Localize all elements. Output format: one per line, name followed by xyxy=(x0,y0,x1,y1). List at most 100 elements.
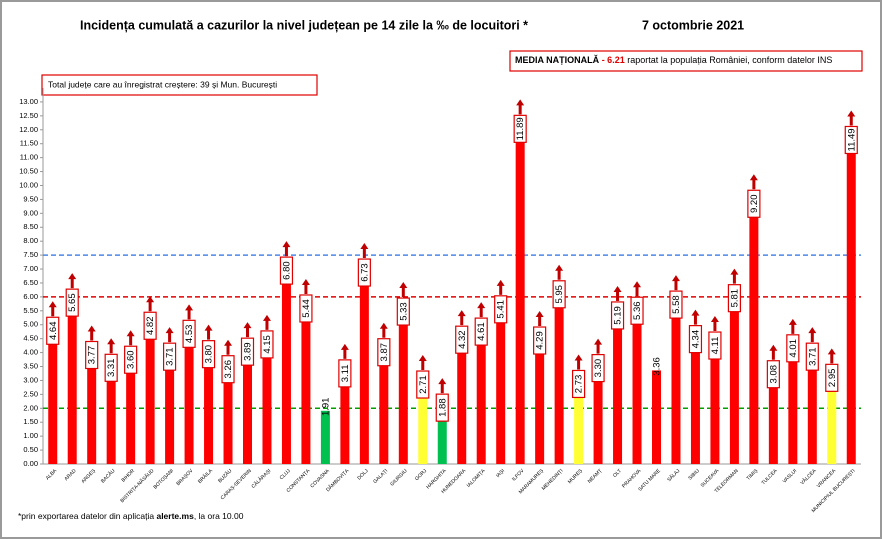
trend-arrow xyxy=(671,275,680,291)
value-label: 5.65 xyxy=(65,288,79,317)
bar xyxy=(613,319,623,464)
trend-arrow xyxy=(107,338,116,354)
value-label-text: 4.01 xyxy=(788,339,799,358)
trend-arrow xyxy=(457,310,466,326)
bar xyxy=(184,337,194,464)
value-label-box xyxy=(46,316,60,345)
value-label-box xyxy=(143,311,157,340)
value-label-text: 3.08 xyxy=(768,365,779,384)
value-label: 4.15 xyxy=(260,330,274,359)
value-label-text: 3.77 xyxy=(87,346,98,365)
value-label-box xyxy=(357,258,371,287)
footnote: *prin exportarea datelor din aplicația a… xyxy=(18,511,244,521)
trend-arrow xyxy=(847,110,856,126)
value-label: 4.53 xyxy=(182,319,196,348)
bar xyxy=(710,349,720,464)
bar xyxy=(243,355,252,464)
trend-arrow xyxy=(555,264,564,280)
bar xyxy=(749,207,759,464)
bar xyxy=(846,143,856,464)
trend-arrow xyxy=(165,327,174,343)
bar xyxy=(652,370,661,464)
trend-arrow xyxy=(710,316,719,332)
value-label: 3.71 xyxy=(162,342,177,371)
value-label-text: 11.49 xyxy=(846,128,857,151)
value-label: 5.19 xyxy=(610,301,625,330)
value-label-text: 5.33 xyxy=(398,302,409,321)
trend-arrow xyxy=(808,327,817,343)
y-tick-label: 7.50 xyxy=(23,250,38,259)
bar xyxy=(359,276,369,464)
value-label-text: 4.82 xyxy=(145,317,156,336)
value-label: 3.08 xyxy=(766,360,780,389)
value-label-box xyxy=(766,360,780,389)
bar xyxy=(67,306,77,464)
average-value: - 6.21 xyxy=(602,55,625,65)
trend-arrow xyxy=(788,318,797,334)
bar xyxy=(165,360,175,464)
value-label-text: 3.26 xyxy=(223,360,234,379)
bar xyxy=(281,274,291,464)
trend-arrow xyxy=(224,339,233,355)
trend-arrow xyxy=(48,301,57,317)
y-tick-label: 6.00 xyxy=(23,292,38,301)
value-label-box xyxy=(279,256,294,285)
value-label: 4.61 xyxy=(474,317,488,346)
value-label: 6.80 xyxy=(279,256,294,285)
value-label: 5.44 xyxy=(299,294,313,323)
trend-arrow xyxy=(126,330,135,346)
trend-arrow xyxy=(594,338,603,354)
value-label-text: 3.31 xyxy=(106,359,117,378)
average-text: MEDIA NAȚIONALĂ - 6.21 raportat la popul… xyxy=(515,55,832,65)
value-label-text: 5.95 xyxy=(554,285,565,304)
value-label-box xyxy=(65,288,79,317)
trend-arrow xyxy=(535,311,544,327)
trend-arrow xyxy=(827,348,836,364)
chart-title: Incidența cumulată a cazurilor la nivel … xyxy=(80,18,528,32)
bar xyxy=(340,377,350,464)
value-label-text: 5.44 xyxy=(301,299,312,318)
bar xyxy=(515,132,525,464)
value-label: 4.29 xyxy=(533,326,547,355)
y-tick-label: 13.00 xyxy=(19,97,38,106)
value-label-box xyxy=(610,301,625,330)
value-label: 5.95 xyxy=(552,280,566,309)
average-note: raportat la populația României, conform … xyxy=(627,55,832,65)
value-label-box xyxy=(805,342,819,371)
value-label: 4.34 xyxy=(688,325,703,354)
trend-arrow xyxy=(574,354,583,370)
value-label-text: 2.95 xyxy=(827,369,838,388)
value-label-box xyxy=(299,294,313,323)
y-tick-label: 4.50 xyxy=(23,334,38,343)
value-label: 3.71 xyxy=(805,342,819,371)
value-label-box xyxy=(240,337,255,366)
y-tick-label: 2.00 xyxy=(23,403,38,412)
value-label-box xyxy=(571,369,586,399)
value-label: 4.11 xyxy=(708,331,722,360)
bar xyxy=(593,372,603,464)
value-label-text: 2.73 xyxy=(574,375,585,394)
footnote-bold: alerte.ms xyxy=(156,511,194,521)
value-label-box xyxy=(552,280,566,309)
trend-arrow xyxy=(68,273,77,289)
bar xyxy=(126,363,136,464)
value-label-box xyxy=(377,338,391,367)
value-label-box xyxy=(221,355,235,384)
value-label-text: 11.89 xyxy=(515,117,526,140)
trend-arrow xyxy=(749,174,758,190)
trend-arrow xyxy=(185,304,194,320)
value-label: 4.01 xyxy=(786,334,800,363)
bar xyxy=(788,352,798,464)
y-tick-label: 1.50 xyxy=(23,417,38,426)
value-label-text: 3.11 xyxy=(340,364,351,382)
trend-arrow xyxy=(730,268,739,284)
value-label-text: 1.88 xyxy=(437,398,448,417)
value-label-box xyxy=(825,363,839,392)
y-tick-label: 0.00 xyxy=(23,459,38,468)
y-tick-label: 6.50 xyxy=(23,278,38,287)
value-label-box xyxy=(630,296,644,325)
trend-arrow xyxy=(516,99,525,115)
bar xyxy=(301,312,311,464)
trend-arrow xyxy=(769,344,778,360)
bar xyxy=(827,381,837,464)
